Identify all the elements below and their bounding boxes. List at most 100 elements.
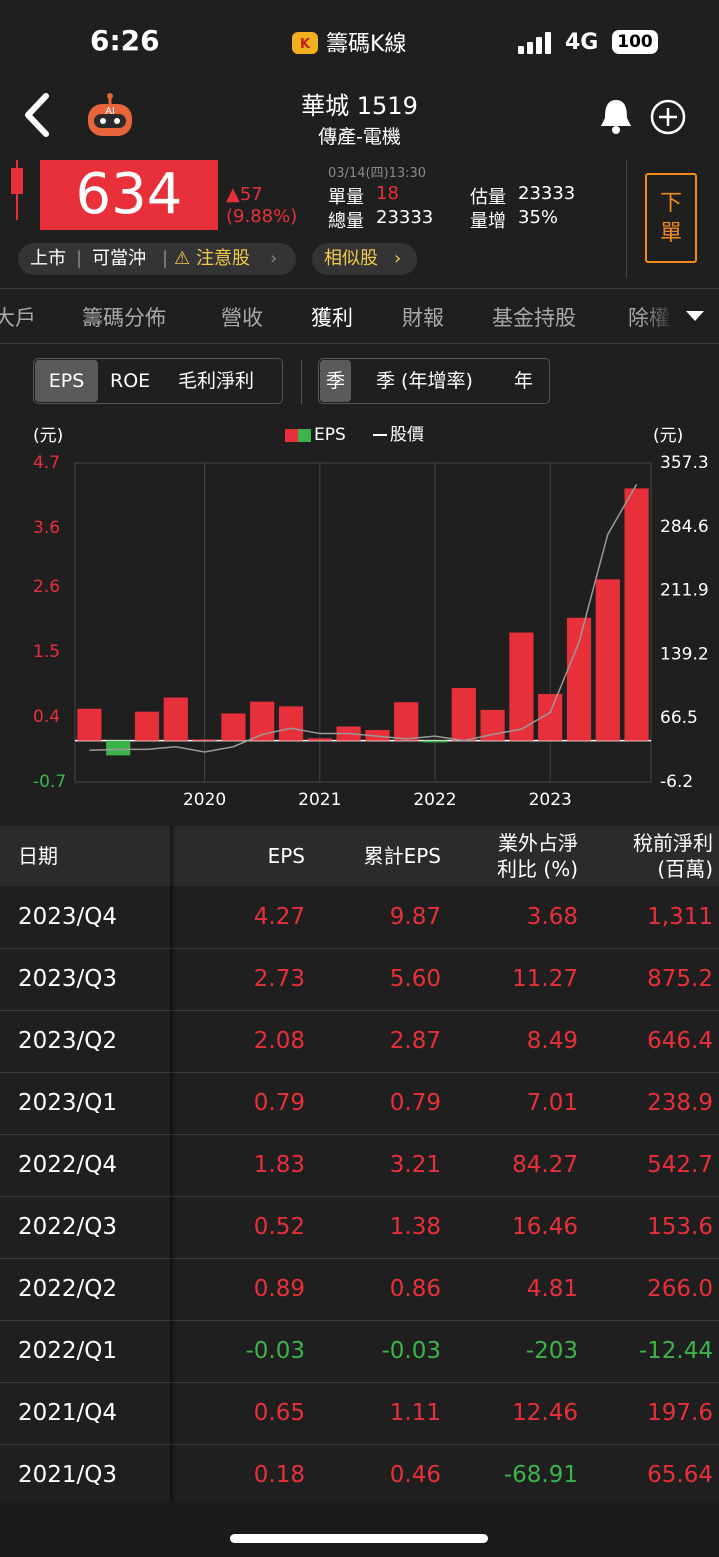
cell: 1,311 (647, 904, 713, 930)
y2-tick-label: 211.9 (660, 581, 709, 601)
cell: 4.81 (526, 1276, 578, 1302)
tab[interactable]: 獲利 (311, 306, 353, 330)
cell: 1.83 (253, 1152, 305, 1178)
similar-pill[interactable]: 相似股 › (312, 243, 417, 275)
table-row[interactable]: 2023/Q4 4.27 9.87 3.68 1,311 (0, 886, 719, 949)
table-row[interactable]: 2021/Q3 0.18 0.46 -68.91 65.64 (0, 1444, 719, 1502)
plot-frame (74, 462, 652, 783)
tab[interactable]: 財報 (402, 306, 444, 330)
bar (394, 702, 419, 741)
label: 總量 (328, 211, 364, 232)
tag[interactable]: 注意股 (196, 248, 250, 269)
y-tick-label: 2.6 (33, 577, 60, 597)
y-axis-label: (元) (33, 426, 63, 446)
cell: 5.60 (389, 966, 441, 992)
header-line: 日期 (18, 844, 58, 868)
bar (106, 740, 131, 756)
cell: 0.79 (253, 1090, 305, 1116)
home-indicator (230, 1534, 488, 1543)
cell: 9.87 (389, 904, 441, 930)
table-row[interactable]: 2022/Q1 -0.03 -0.03 -203 -12.44 (0, 1320, 719, 1383)
toggle-option[interactable]: 季 (年增率) (376, 370, 473, 392)
bottom-bar (0, 1502, 719, 1557)
cell: -203 (525, 1338, 578, 1364)
tag: 可當沖 (92, 248, 146, 269)
header-line: 利比 (%) (497, 857, 578, 881)
cell: -0.03 (381, 1338, 441, 1364)
datetime: 03/14(四)13:30 (328, 166, 427, 181)
toggle-option[interactable]: EPS (35, 360, 98, 402)
cell: 8.49 (526, 1028, 578, 1054)
table-row[interactable]: 2022/Q2 0.89 0.86 4.81 266.0 (0, 1258, 719, 1321)
cell: 1.11 (389, 1400, 441, 1426)
similar[interactable]: 相似股 (324, 248, 378, 269)
warning-icon: ⚠ (174, 248, 191, 269)
cell: 7.01 (526, 1090, 578, 1116)
bar (134, 711, 160, 741)
table-row[interactable]: 2023/Q3 2.73 5.60 11.27 875.2 (0, 948, 719, 1011)
y2-tick-label: 66.5 (660, 708, 698, 728)
tab[interactable]: 基金持股 (492, 306, 576, 330)
add-icon[interactable] (648, 97, 688, 137)
label: 估量 (470, 187, 506, 208)
table-row[interactable]: 2021/Q4 0.65 1.11 12.46 197.6 (0, 1382, 719, 1445)
tab[interactable]: 大戶 (0, 306, 36, 330)
app-icon: K (292, 32, 318, 54)
cell: 646.4 (647, 1028, 713, 1054)
table-row[interactable]: 2023/Q2 2.08 2.87 8.49 646.4 (0, 1010, 719, 1073)
back-button[interactable] (20, 92, 56, 138)
divider: | (76, 248, 83, 269)
legend-label: EPS (314, 425, 346, 445)
cell: 2023/Q2 (18, 1028, 118, 1054)
period-toggle (318, 358, 550, 404)
column-header: 業外占淨 利比 (%) (497, 830, 578, 882)
toggle-option[interactable]: 毛利淨利 (178, 370, 255, 392)
column-header: 累計EPS (364, 843, 441, 869)
table-row[interactable]: 2022/Q3 0.52 1.38 16.46 153.6 (0, 1196, 719, 1259)
bar (451, 688, 476, 741)
y2-axis-label: (元) (653, 426, 683, 446)
bar (595, 579, 620, 741)
bar (365, 730, 390, 741)
table: 日期 EPS 累計EPS 業外占淨 利比 (%) 稅前淨利 (百萬) 2023/Q4 4.27 9… (0, 826, 719, 1502)
table-row[interactable]: 2022/Q4 1.83 3.21 84.27 542.7 (0, 1134, 719, 1197)
toggle-option[interactable]: 年 (514, 370, 534, 392)
bar (422, 740, 448, 743)
toggle-option[interactable]: ROE (110, 370, 151, 392)
legend-label: 股價 (390, 425, 424, 445)
bar (307, 738, 332, 741)
cell: 153.6 (647, 1214, 713, 1240)
tab[interactable]: 營收 (221, 306, 263, 330)
x-tick-label: 2020 (183, 790, 226, 810)
chevron: › (270, 248, 278, 269)
tab-dropdown[interactable] (684, 308, 706, 324)
cell: 266.0 (647, 1276, 713, 1302)
chevron: › (394, 248, 402, 269)
bar (566, 617, 592, 741)
legend-swatch (298, 429, 311, 442)
value: 35% (518, 207, 559, 228)
table-row[interactable]: 2023/Q1 0.79 0.79 7.01 238.9 (0, 1072, 719, 1135)
bar (77, 708, 102, 741)
tab[interactable]: 籌碼分佈 (82, 306, 166, 330)
column-header: 稅前淨利 (百萬) (633, 830, 713, 882)
cell: 2022/Q4 (18, 1152, 118, 1178)
cell: 2.08 (253, 1028, 305, 1054)
cell: 875.2 (647, 966, 713, 992)
cell: 11.27 (512, 966, 578, 992)
header-line: (百萬) (657, 857, 713, 881)
value: 18 (376, 183, 399, 204)
battery: 100 (612, 30, 658, 54)
toggle-option[interactable]: 季 (320, 360, 352, 402)
ai-icon[interactable]: AI (82, 92, 138, 140)
candle-icon (11, 160, 23, 220)
order-button[interactable]: 下單 (645, 173, 697, 263)
bell-icon[interactable] (598, 96, 634, 136)
y-tick-label: 3.6 (33, 518, 60, 538)
cell: 0.89 (253, 1276, 305, 1302)
y-tick-label: 4.7 (33, 453, 60, 473)
cell: 3.21 (389, 1152, 441, 1178)
y2-tick-label: 357.3 (660, 453, 709, 473)
cell: 84.27 (512, 1152, 578, 1178)
